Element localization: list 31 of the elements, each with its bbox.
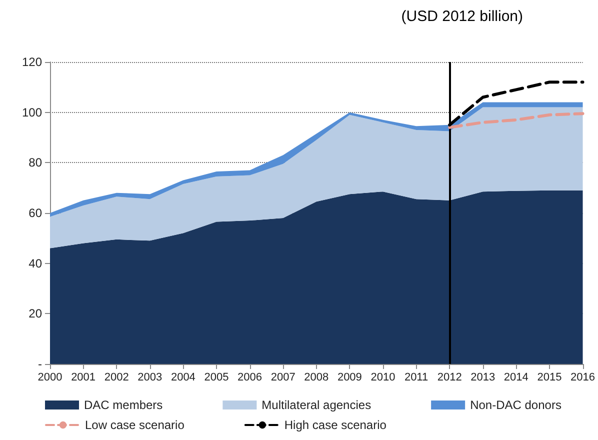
legend-label: Non-DAC donors bbox=[470, 398, 562, 412]
x-tick-label: 2012 bbox=[437, 372, 462, 384]
y-tick-label: 20 bbox=[28, 306, 42, 321]
x-tick-label: 2005 bbox=[204, 372, 229, 384]
y-tick-label: 100 bbox=[22, 105, 42, 120]
x-tick-label: 2009 bbox=[337, 372, 362, 384]
legend-label: DAC members bbox=[84, 398, 163, 412]
x-tick-label: 2003 bbox=[138, 372, 162, 384]
x-tick-label: 2000 bbox=[38, 372, 62, 384]
legend-label: Low case scenario bbox=[85, 418, 185, 432]
x-tick-label: 2011 bbox=[404, 372, 428, 384]
chart-title: (USD 2012 billion) bbox=[401, 8, 524, 25]
x-tick-label: 2015 bbox=[537, 372, 562, 384]
line-series bbox=[448, 112, 584, 129]
x-tick-label: 2016 bbox=[570, 372, 596, 384]
y-tick-label: 60 bbox=[28, 206, 42, 220]
legend-label: High case scenario bbox=[284, 418, 387, 432]
legend-label: Multilateral agencies bbox=[262, 398, 372, 412]
x-tick-label: 2008 bbox=[304, 372, 329, 384]
x-tick-label: 2001 bbox=[71, 372, 96, 384]
x-tick-label: 2013 bbox=[470, 372, 496, 384]
y-tick-label: 80 bbox=[28, 156, 42, 170]
y-tick-label: - bbox=[38, 357, 42, 371]
x-tick-label: 2002 bbox=[104, 372, 129, 384]
y-tick-label: 120 bbox=[22, 55, 42, 69]
x-tick-label: 2010 bbox=[370, 372, 396, 384]
x-tick-label: 2006 bbox=[238, 372, 262, 384]
y-tick-label: 40 bbox=[28, 256, 42, 270]
x-tick-label: 2007 bbox=[270, 372, 296, 384]
x-tick-label: 2004 bbox=[170, 372, 196, 384]
x-tick-label: 2014 bbox=[504, 372, 528, 384]
